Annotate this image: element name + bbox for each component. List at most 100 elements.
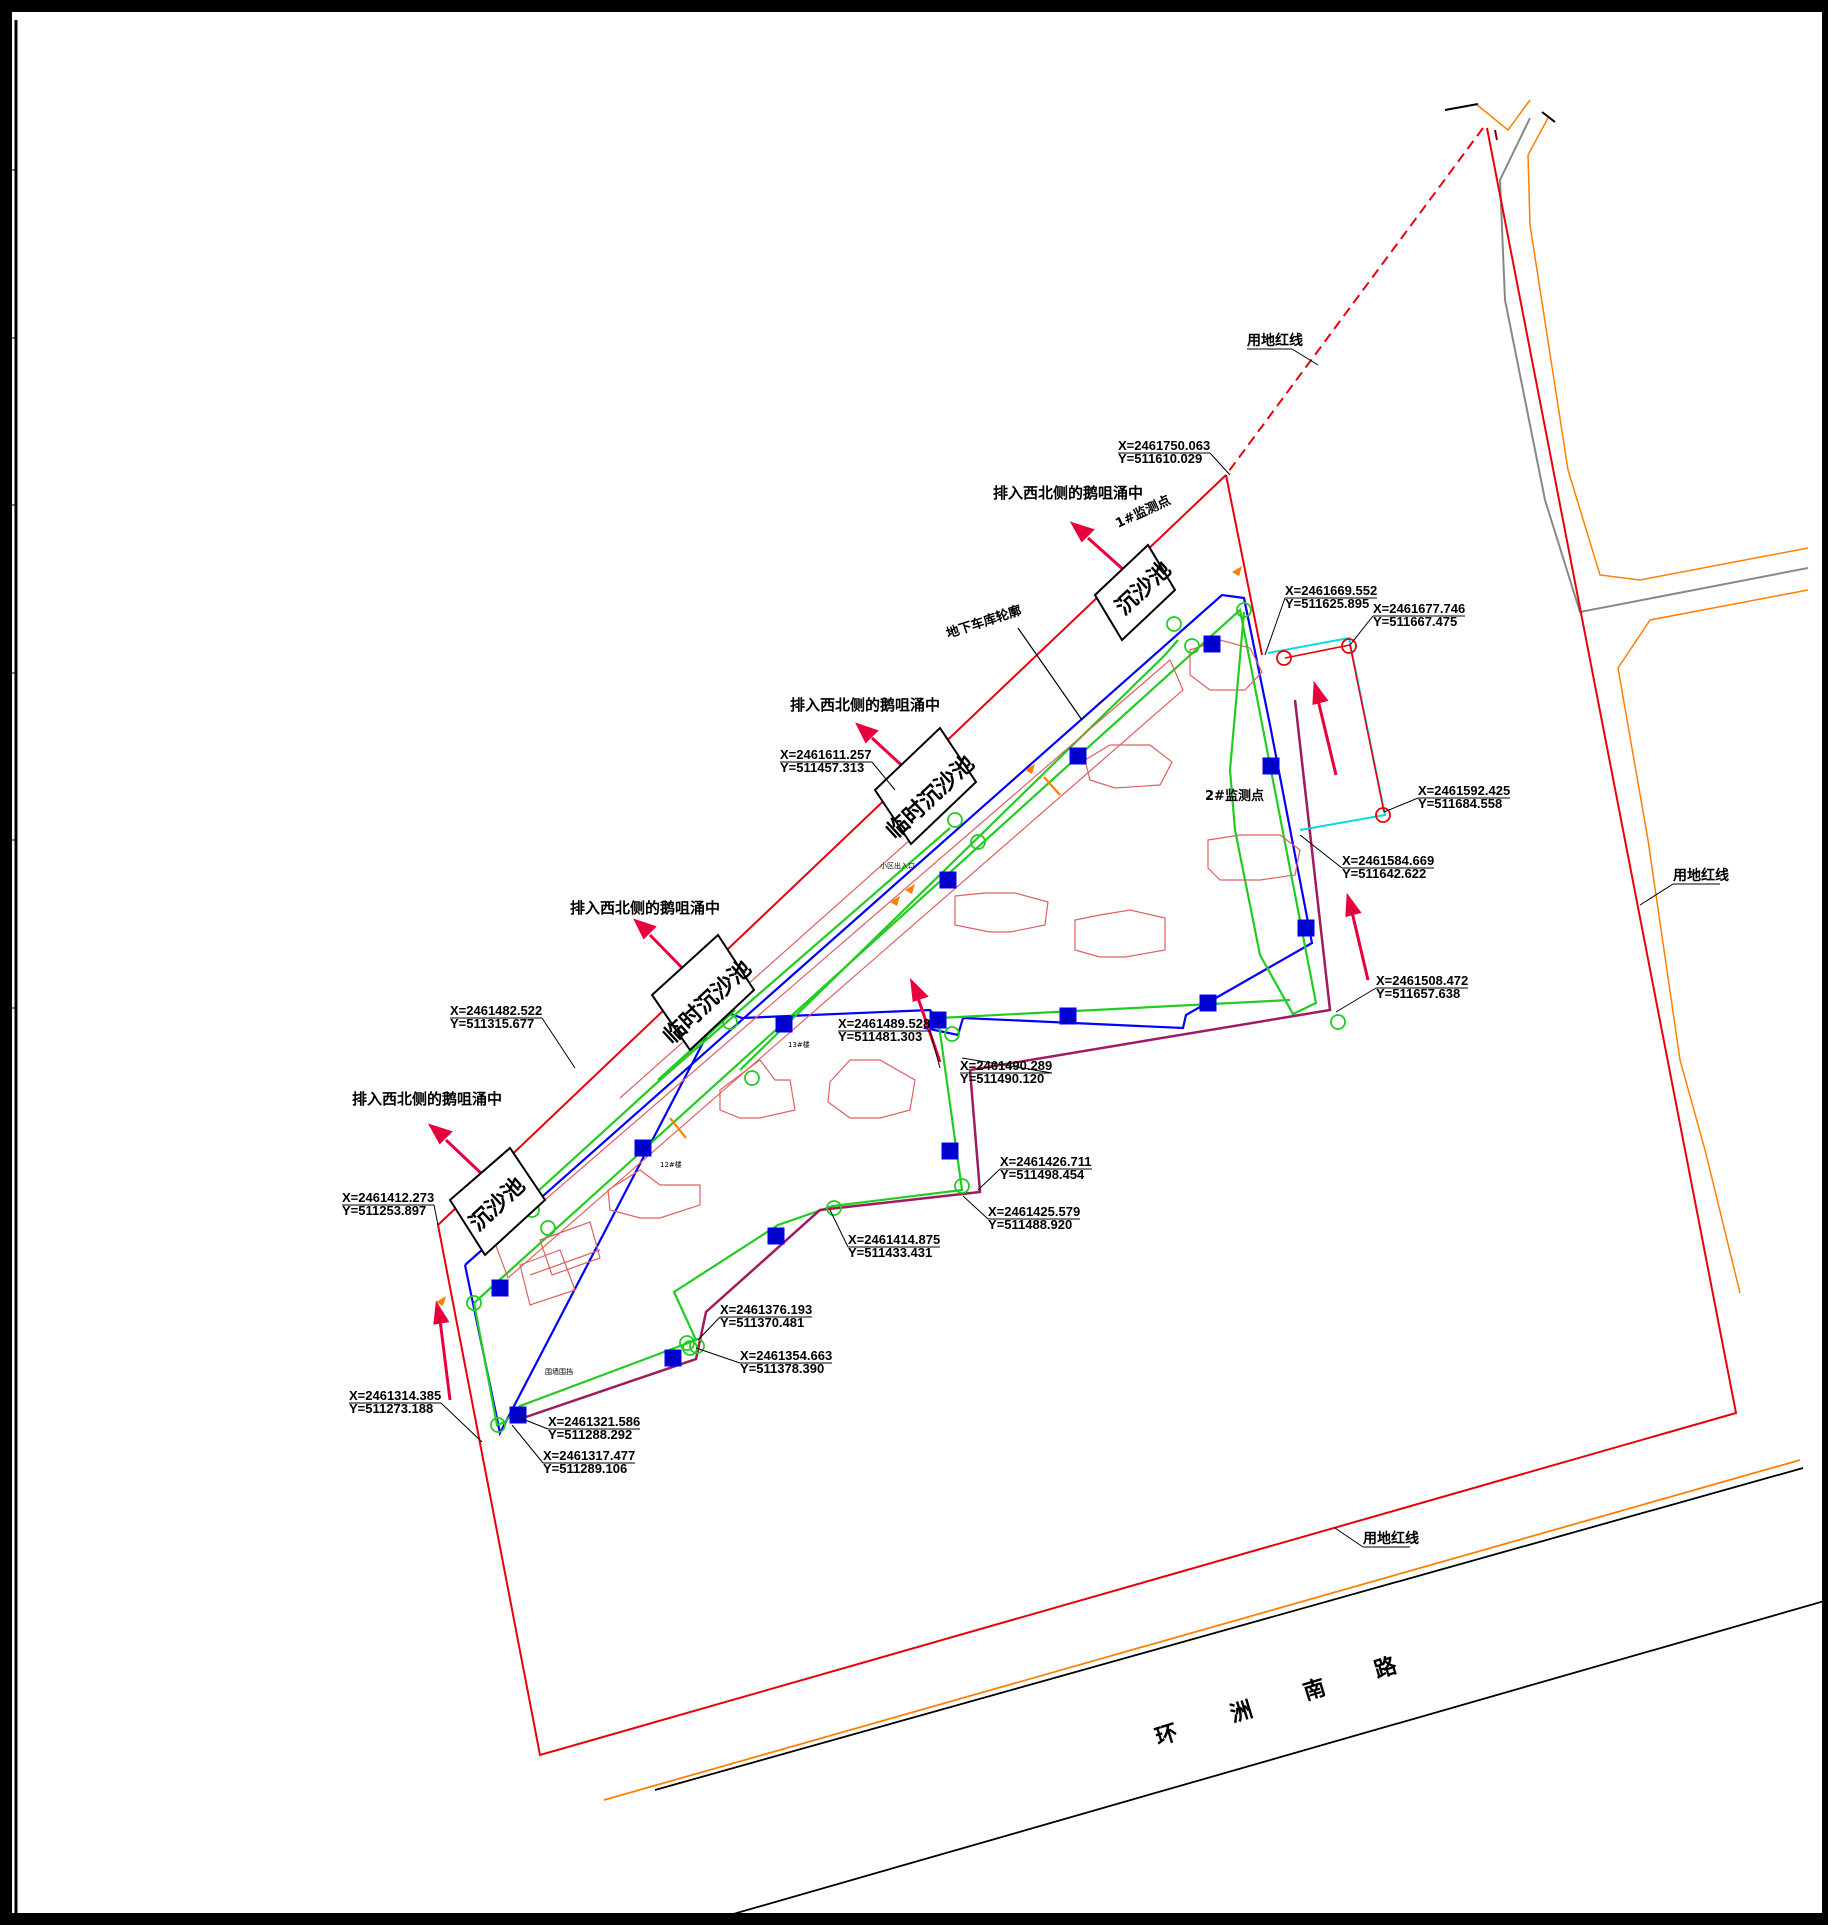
red-line-label-right: 用地红线 [1639,867,1729,906]
coord-y: Y=511498.454 [1000,1167,1085,1182]
site-boundary [436,127,1738,1757]
red-line-label-top: 用地红线 [1247,332,1319,366]
coord-x: X=2461321.586 [548,1414,640,1429]
building-8 [1207,834,1301,881]
coord-y: Y=511667.475 [1373,614,1457,629]
coord-leader [511,1424,544,1464]
road-name: 环 洲 南 路 [1152,1652,1400,1751]
coord-x: X=2461354.663 [740,1348,832,1363]
bldg-12-label: 12#楼 [660,1160,682,1169]
coord-leader [697,1316,721,1341]
drainage-pipe [472,607,1318,1427]
coord-y: Y=511288.292 [548,1427,632,1442]
coord-y: Y=511253.897 [342,1203,426,1218]
drain-note-2: 排入西北侧的鹅咀涌中 [790,696,940,714]
drain-note-3: 排入西北侧的鹅咀涌中 [570,899,720,917]
coord-y: Y=511684.558 [1418,796,1502,811]
coord-x: X=2461425.579 [988,1204,1080,1219]
coord-y: Y=511625.895 [1285,596,1369,611]
coord-leader [962,1195,989,1220]
building-9 [1189,639,1263,691]
coord-x: X=2461750.063 [1118,438,1210,453]
coord-y: Y=511370.481 [720,1315,804,1330]
building-1 [519,1221,601,1306]
building-7 [1084,744,1173,789]
building-6 [1074,909,1166,958]
svg-text:用地红线: 用地红线 [1363,1530,1419,1547]
coord-x: X=2461508.472 [1376,973,1468,988]
coord-x: X=2461426.711 [1000,1154,1091,1169]
coord-y: Y=511273.188 [349,1401,433,1416]
garage-label: 地下车库轮廓 [944,602,1083,721]
coord-leader [961,1057,1053,1074]
coord-leader [829,1209,849,1248]
coord-y: Y=511657.638 [1376,986,1460,1001]
coord-y: Y=511433.431 [848,1245,932,1260]
orange-markers [436,566,1242,1306]
coord-y: Y=511315.677 [450,1016,534,1031]
coord-x: X=2461584.669 [1342,853,1434,868]
road-lines [603,99,1828,1925]
buildings [494,639,1301,1306]
fence-wall [522,699,1332,1420]
coord-y: Y=511378.390 [740,1361,824,1376]
orange-ticks [669,776,1061,1139]
coord-leader [1209,452,1231,476]
coord-leader [433,1204,439,1226]
coord-y: Y=511490.120 [960,1071,1044,1086]
coord-leader [1383,797,1419,813]
coord-x: X=2461314.385 [349,1388,441,1403]
coord-x: X=2461412.273 [342,1190,434,1205]
coord-y: Y=511610.029 [1118,451,1202,466]
coord-leader [519,1417,549,1430]
coord-y: Y=511481.303 [838,1029,922,1044]
drain-note-1: 排入西北侧的鹅咀涌中 [993,484,1143,502]
svg-text:用地红线: 用地红线 [1247,332,1303,349]
podium-strip [494,659,1184,1280]
sediment-basin-2: 临时沉沙池 [873,726,980,846]
fence-label: 围墙围挡 [545,1367,573,1376]
building-4 [827,1059,916,1119]
monitor-point-2: 2#监测点 [1205,788,1264,804]
coord-y: Y=511488.920 [988,1217,1072,1232]
sediment-basin-1: 沉沙池 [1093,543,1176,642]
svg-text:洲: 洲 [1227,1697,1255,1727]
existing-pipe-red [1284,644,1385,813]
coord-y: Y=511642.622 [1342,866,1426,881]
coord-x: X=2461414.875 [848,1232,940,1247]
coord-x: X=2461677.746 [1373,601,1465,616]
sediment-basin-4: 沉沙池 [448,1146,547,1257]
coord-leader [1335,987,1377,1013]
building-2 [607,1169,701,1219]
coord-leader [1349,615,1374,646]
coord-leader [695,1347,741,1364]
coord-x: X=2461489.528 [838,1016,930,1031]
coord-leader [541,1017,576,1069]
svg-text:路: 路 [1371,1652,1401,1684]
svg-text:2#监测点: 2#监测点 [1205,788,1264,804]
svg-text:环: 环 [1152,1720,1180,1750]
coord-x: X=2461317.477 [543,1448,635,1463]
existing-manholes [1276,638,1391,823]
coord-leader [929,1030,941,1069]
drain-note-4: 排入西北侧的鹅咀涌中 [352,1090,502,1108]
coord-y: Y=511289.106 [543,1461,627,1476]
garage-outline [463,593,1314,1437]
building-3 [719,1059,796,1119]
